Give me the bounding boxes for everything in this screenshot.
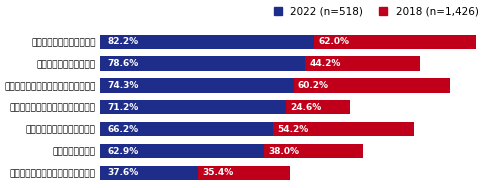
Bar — [101, 78, 294, 92]
Text: 71.2%: 71.2% — [107, 103, 139, 112]
Text: 66.2%: 66.2% — [107, 125, 139, 134]
Bar — [198, 166, 290, 180]
Text: 44.2%: 44.2% — [309, 59, 341, 68]
Text: 24.6%: 24.6% — [290, 103, 321, 112]
Text: 35.4%: 35.4% — [203, 168, 234, 177]
Text: 54.2%: 54.2% — [277, 125, 308, 134]
Bar — [101, 122, 273, 136]
Bar — [314, 35, 476, 49]
Text: 78.6%: 78.6% — [107, 59, 139, 68]
Bar — [101, 166, 198, 180]
Text: 82.2%: 82.2% — [107, 37, 139, 46]
Text: 37.6%: 37.6% — [107, 168, 139, 177]
Bar — [305, 56, 420, 71]
Bar — [294, 78, 450, 92]
Bar — [101, 100, 285, 114]
Bar — [101, 56, 305, 71]
Bar — [285, 100, 350, 114]
Bar — [273, 122, 414, 136]
Legend: 2022 (n=518), 2018 (n=1,426): 2022 (n=518), 2018 (n=1,426) — [269, 2, 483, 21]
Text: 60.2%: 60.2% — [298, 81, 329, 90]
Bar — [264, 144, 363, 158]
Text: 62.0%: 62.0% — [319, 37, 349, 46]
Bar — [101, 35, 314, 49]
Text: 62.9%: 62.9% — [107, 146, 139, 155]
Text: 74.3%: 74.3% — [107, 81, 139, 90]
Bar — [101, 144, 264, 158]
Text: 38.0%: 38.0% — [268, 146, 299, 155]
